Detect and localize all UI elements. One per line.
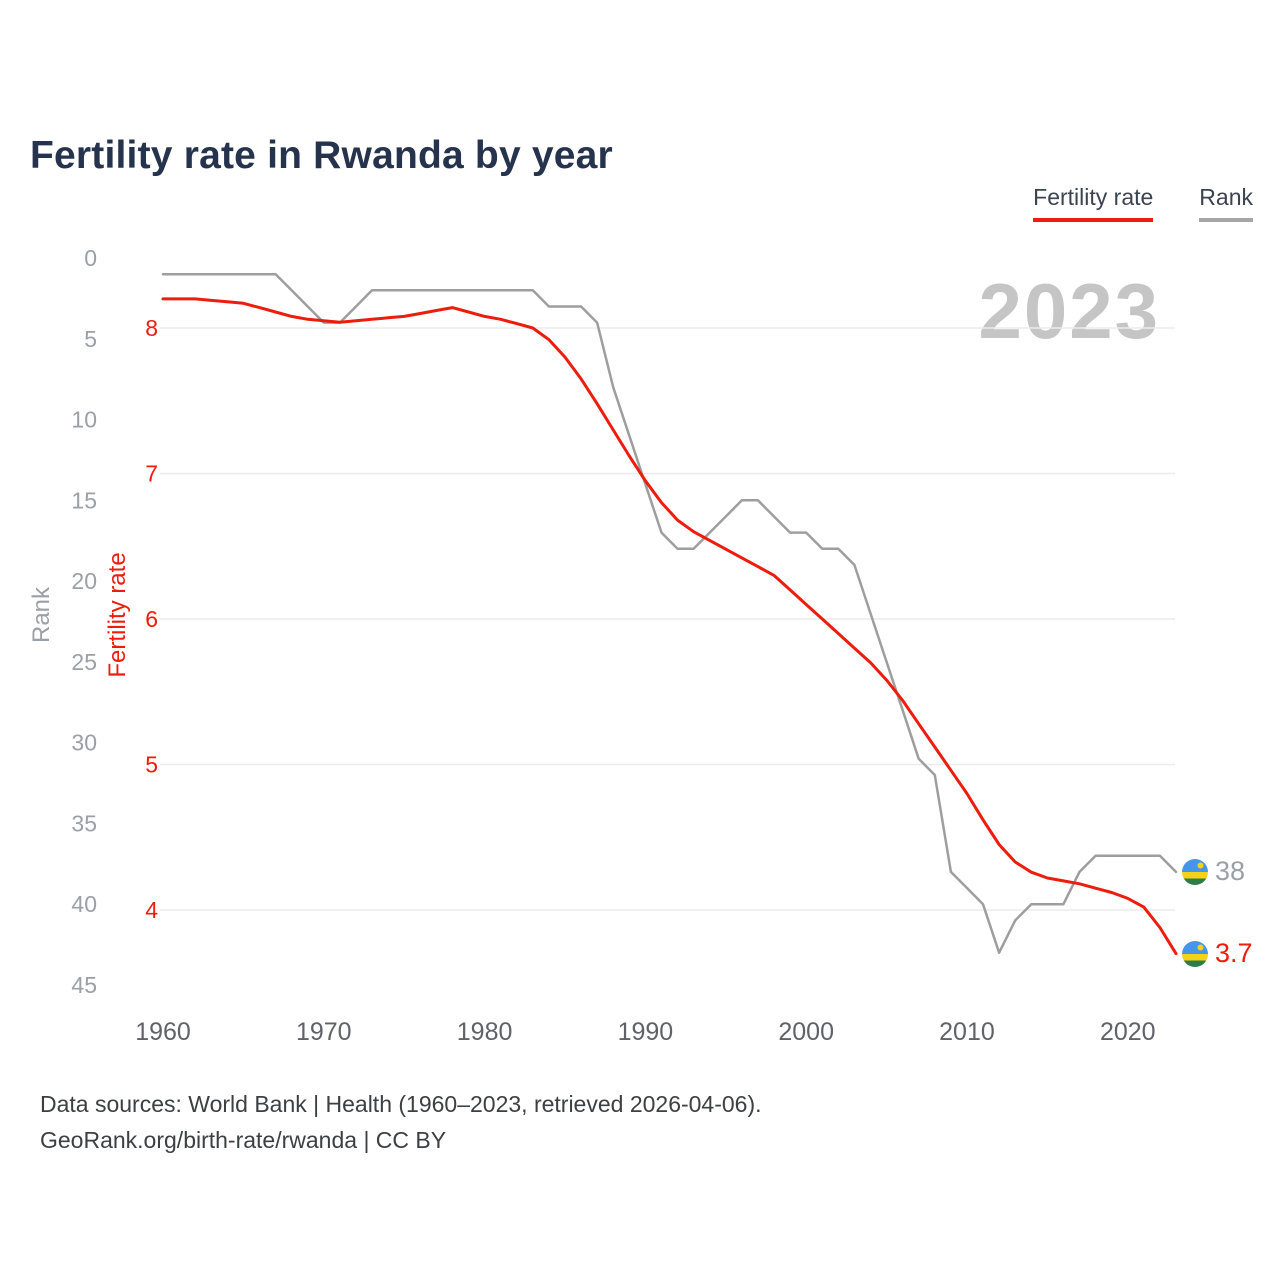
rank-tick-label: 5	[84, 326, 97, 352]
fertility-end-label: 3.7	[1182, 938, 1253, 969]
year-tick-label: 1970	[296, 1018, 352, 1046]
rank-line	[161, 272, 1178, 954]
fertility-tick-label: 5	[145, 752, 158, 778]
rank-tick-label: 30	[71, 730, 97, 756]
year-tick-label: 2020	[1100, 1018, 1156, 1046]
footer-source-line: Data sources: World Bank | Health (1960–…	[40, 1091, 762, 1117]
fertility-line	[161, 297, 1178, 956]
rank-tick-label: 10	[71, 407, 97, 433]
fertility-tick-label: 4	[145, 897, 158, 923]
watermark-year: 2023	[978, 267, 1160, 355]
year-tick-label: 2000	[778, 1018, 834, 1046]
rank-tick-label: 45	[71, 972, 97, 998]
legend-item-rank[interactable]: Rank	[1199, 184, 1253, 222]
footer: Data sources: World Bank | Health (1960–…	[40, 1086, 762, 1158]
fertility-tick-label: 7	[145, 461, 158, 487]
year-tick-label: 1960	[135, 1018, 191, 1046]
fertility-tick-label: 6	[145, 606, 158, 632]
year-tick-label: 2010	[939, 1018, 995, 1046]
rank-end-value: 38	[1215, 856, 1246, 886]
rank-tick-label: 0	[84, 245, 97, 271]
legend-item-fertility[interactable]: Fertility rate	[1033, 184, 1154, 222]
rank-end-label: 38	[1182, 856, 1245, 887]
rank-tick-label: 35	[71, 810, 97, 836]
legend: Fertility rate Rank	[1033, 184, 1253, 222]
fertility-tick-label: 8	[145, 315, 158, 341]
rank-tick-label: 25	[71, 649, 97, 675]
rwanda-flag-icon	[1182, 940, 1208, 967]
footer-license-line: GeoRank.org/birth-rate/rwanda | CC BY	[40, 1127, 447, 1153]
rank-tick-label: 40	[71, 891, 97, 917]
year-tick-label: 1980	[457, 1018, 513, 1046]
year-tick-label: 1990	[618, 1018, 674, 1046]
rwanda-flag-icon	[1182, 858, 1208, 885]
rank-tick-label: 20	[71, 568, 97, 594]
fertility-end-value: 3.7	[1215, 938, 1253, 968]
page-title: Fertility rate in Rwanda by year	[30, 134, 613, 178]
rank-tick-label: 15	[71, 487, 97, 513]
